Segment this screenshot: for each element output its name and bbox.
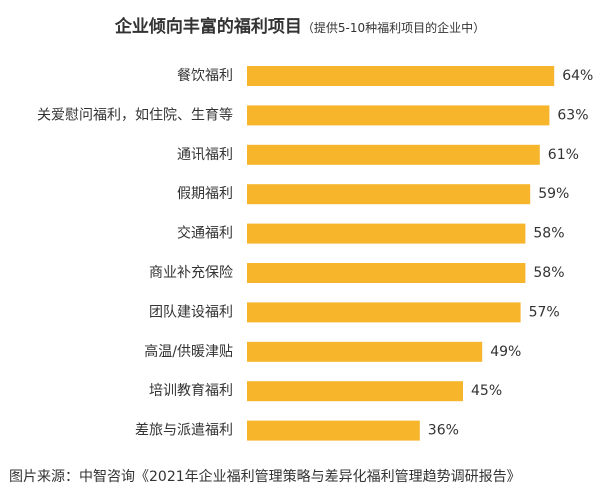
value-label: 63%	[557, 107, 588, 123]
bar	[247, 223, 526, 244]
category-label: 假期福利	[177, 186, 233, 202]
value-label: 58%	[533, 265, 564, 281]
category-label: 通讯福利	[177, 147, 233, 163]
value-label: 49%	[490, 344, 521, 360]
category-label: 商业补充保险	[149, 265, 233, 281]
bar	[247, 341, 483, 362]
category-label: 培训教育福利	[149, 383, 233, 399]
value-label: 61%	[548, 147, 579, 163]
chart-title: 企业倾向丰富的福利项目（提供5-10种福利项目的企业中）	[0, 12, 600, 37]
value-label: 36%	[428, 423, 459, 439]
bar	[247, 144, 540, 165]
bar	[247, 420, 420, 441]
category-label: 餐饮福利	[177, 68, 233, 84]
value-label: 57%	[529, 304, 560, 320]
category-label: 团队建设福利	[149, 304, 233, 320]
bar	[247, 263, 526, 283]
bar	[247, 302, 521, 323]
chart-title-main: 企业倾向丰富的福利项目	[114, 17, 302, 37]
category-label: 高温/供暖津贴	[144, 343, 233, 360]
bar	[247, 381, 463, 402]
bar-chart: 餐饮福利 64% 关爱慰问福利，如住院、生育等 63% 通讯福利 61% 假期福利 59% 交通…	[37, 66, 593, 441]
category-label: 差旅与派遣福利	[135, 423, 233, 439]
bar	[247, 105, 550, 126]
value-label: 64%	[562, 68, 593, 84]
bar	[247, 184, 531, 205]
category-label: 交通福利	[177, 225, 233, 242]
value-label: 58%	[533, 226, 564, 242]
chart-subtitle: （提供5-10种福利项目的企业中）	[301, 21, 486, 35]
value-label: 45%	[471, 383, 502, 399]
category-label: 关爱慰问福利，如住院、生育等	[37, 106, 233, 123]
bar	[247, 66, 555, 86]
source-note: 图片来源：中智咨询《2021年企业福利管理策略与差异化福利管理趋势调研报告》	[9, 469, 521, 485]
value-label: 59%	[538, 186, 569, 202]
